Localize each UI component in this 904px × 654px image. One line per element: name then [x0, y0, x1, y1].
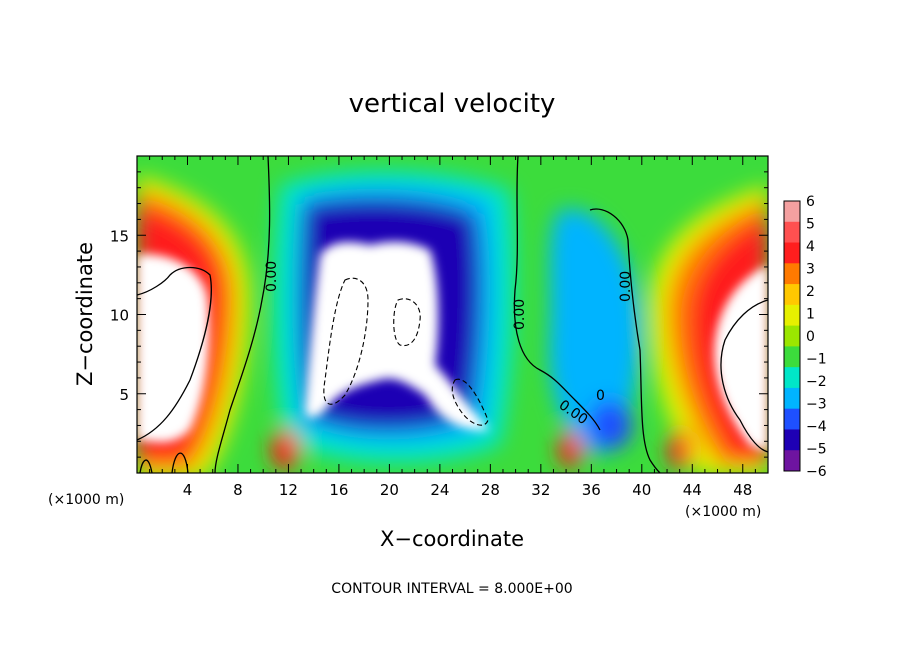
x-tick-label: 24	[430, 481, 449, 499]
x-unit-label: (×1000 m)	[48, 492, 124, 508]
colorbar-swatch	[784, 387, 800, 410]
contour-label-2: 0.00	[512, 299, 528, 330]
y-tick-label: 10	[110, 307, 129, 325]
chart-title: vertical velocity	[349, 89, 556, 119]
colorbar-label: 3	[806, 262, 815, 278]
colorbar-label: −4	[806, 419, 827, 435]
negative-contours	[323, 277, 489, 426]
colorbar-swatch	[784, 346, 800, 368]
colorbar-label: −6	[806, 464, 827, 480]
colorbar-swatch	[784, 221, 800, 244]
colorbar-swatch	[784, 284, 800, 306]
colorbar-swatch	[784, 450, 800, 472]
colorbar-label: −5	[806, 442, 827, 458]
right-downdraft	[549, 208, 640, 455]
y-tick-label: 5	[119, 386, 129, 404]
colorbar-label: −3	[806, 397, 827, 413]
colorbar: 6 5 4 3 2 1 0 −1 −2 −3 −4 −5 −6	[783, 194, 827, 480]
colorbar-frame	[783, 200, 801, 472]
left-updraft-contour	[137, 266, 212, 441]
contour-label-5: 0	[596, 388, 605, 404]
colorbar-label: −1	[806, 352, 827, 368]
colorbar-swatch	[784, 201, 800, 223]
x-tick-label: 28	[481, 481, 500, 499]
colorbar-swatch	[784, 242, 800, 264]
colorbar-swatch	[784, 408, 800, 430]
colorbar-label: 5	[806, 217, 815, 233]
contour-label-1: 0.00	[264, 261, 280, 292]
colorbar-label: −2	[806, 374, 827, 390]
right-core-white	[714, 265, 768, 450]
colorbar-swatch	[784, 325, 800, 347]
y-axis-ticks: 5 10 15	[110, 171, 768, 458]
plot-area: 0.00 0.00 0.00 0.00 0	[137, 156, 768, 473]
negative-contour-1	[323, 277, 369, 405]
x-tick-label: 4	[183, 481, 193, 499]
x-tick-label: 36	[582, 481, 601, 499]
low-warm-cell-3	[668, 430, 692, 470]
y-axis-label: Z−coordinate	[73, 242, 97, 386]
colorbar-swatch	[784, 304, 800, 327]
zero-contour-center-right	[513, 156, 601, 431]
x-axis-label: X−coordinate	[380, 527, 524, 551]
low-warm-cell-1	[271, 430, 299, 470]
right-downdraft-core	[588, 400, 632, 450]
y-tick-label: 15	[110, 227, 129, 245]
colorbar-label: 0	[806, 329, 815, 345]
low-warm-cell-2	[558, 432, 582, 468]
colorbar-swatch	[784, 429, 800, 451]
x-tick-label: 16	[329, 481, 348, 499]
left-core-white	[137, 254, 210, 443]
x-tick-label: 20	[380, 481, 399, 499]
colorbar-label: 6	[806, 194, 815, 210]
x-tick-label: 40	[632, 481, 651, 499]
colorbar-label: 1	[806, 307, 815, 323]
negative-contour-2	[393, 298, 421, 347]
negative-contour-3	[451, 378, 489, 426]
x-tick-label: 32	[531, 481, 550, 499]
contour-interval-footer: CONTOUR INTERVAL = 8.000E+00	[331, 581, 572, 597]
x-axis-ticks: 4 8 12 16 20 24 28 32 36 40 44 48	[149, 156, 756, 499]
contour-label-3: 0.00	[618, 271, 634, 302]
low-left-contour	[139, 459, 153, 473]
colorbar-swatch	[784, 367, 800, 389]
right-updraft-contour	[720, 299, 768, 453]
x-tick-label: 44	[683, 481, 702, 499]
colorbar-label: 4	[806, 239, 815, 255]
x-unit-label-right: (×1000 m)	[685, 504, 761, 520]
colorbar-label: 2	[806, 284, 815, 300]
x-tick-label: 12	[279, 481, 298, 499]
zero-contour-right	[589, 208, 661, 473]
x-tick-label: 48	[733, 481, 752, 499]
zero-contour-left	[214, 156, 271, 473]
x-tick-label: 8	[233, 481, 243, 499]
colorbar-swatch	[784, 263, 800, 285]
